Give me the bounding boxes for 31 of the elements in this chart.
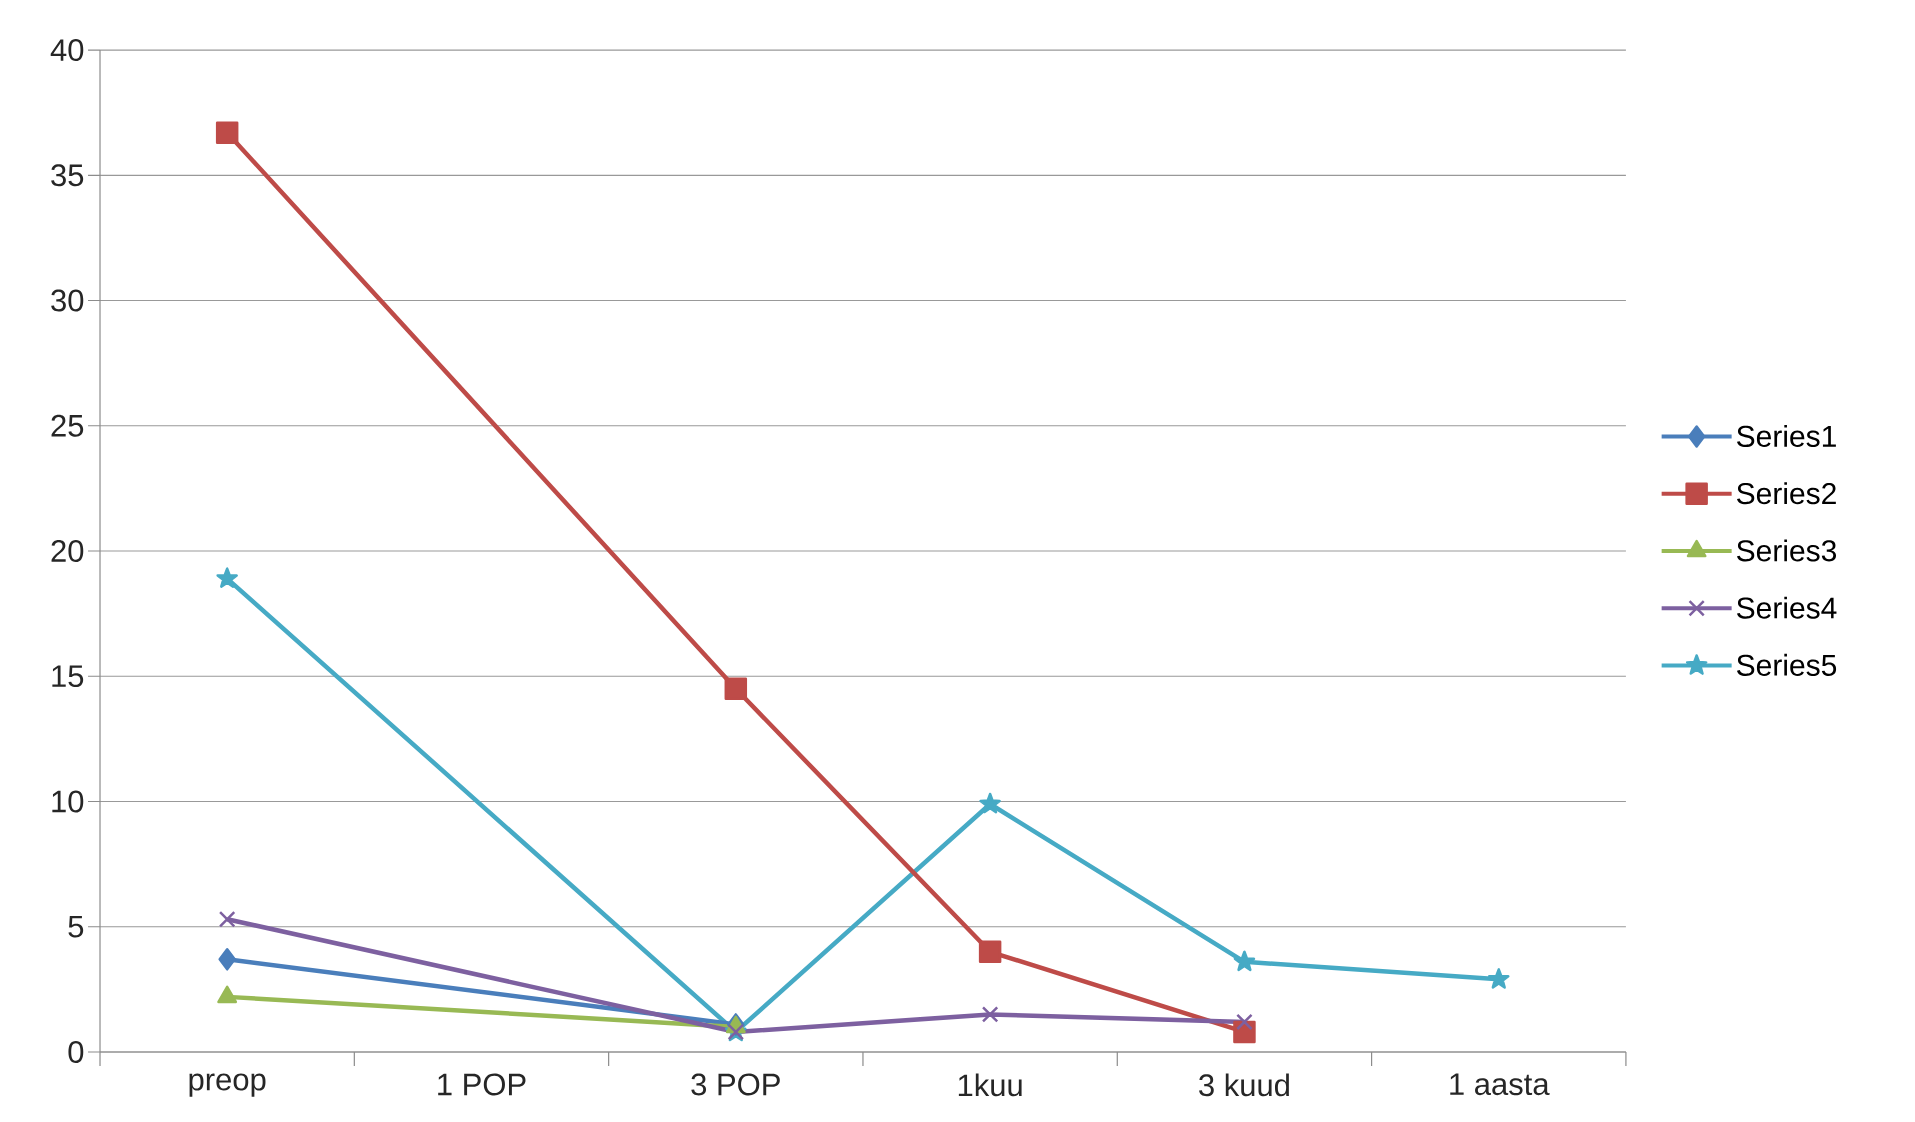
x-tick-label: 1 POP [438,1073,526,1096]
legend-label: Series2 [1737,482,1836,505]
point [981,1006,999,1023]
x-tick-label: 3 kuud [1199,1073,1289,1097]
x-tick-label: 1kuu [958,1073,1022,1097]
y-tick-label: 15 [52,665,84,688]
x-tick-label: 1 aasta [1450,1073,1550,1096]
point [1236,1013,1253,1031]
y-tick-label: 30 [51,289,84,312]
point [1233,950,1256,972]
point [978,940,1002,964]
point [724,677,748,701]
y-tick-label: 40 [50,39,84,61]
point [979,792,1001,814]
y-tick-label: 25 [51,414,84,437]
legend-label: Series4 [1737,596,1837,619]
point [216,567,238,588]
y-tick-label: 20 [51,540,84,562]
point [218,910,236,928]
y-tick-label: 5 [68,915,84,938]
x-tick-label: 3 POP [691,1073,780,1096]
legend-label: Series3 [1737,539,1837,562]
x-tick-label: preop [189,1073,266,1097]
point [1487,968,1510,989]
y-tick-label: 0 [68,1041,84,1063]
legend-label: Series5 [1737,653,1837,676]
y-tick-label: 10 [52,790,84,813]
point [218,948,236,971]
point [215,121,239,144]
y-tick-label: 35 [51,164,84,187]
legend-label: Series1 [1737,424,1836,447]
